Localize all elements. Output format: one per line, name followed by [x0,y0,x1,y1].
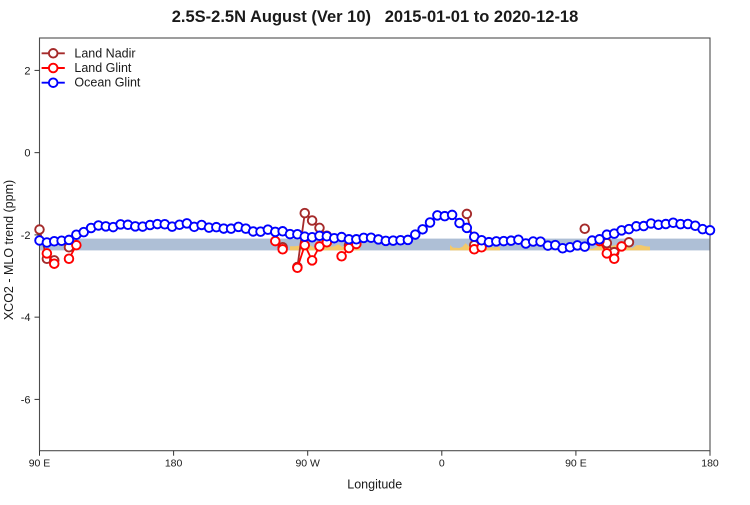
svg-text:180: 180 [701,458,719,470]
svg-text:0: 0 [24,148,30,160]
svg-text:90 E: 90 E [565,458,587,470]
svg-text:Longitude: Longitude [347,478,402,492]
svg-text:-2: -2 [21,230,31,242]
svg-text:Ocean Glint: Ocean Glint [74,76,141,90]
svg-text:2.5S-2.5N August (Ver 10) 20: 2.5S-2.5N August (Ver 10) 2015-01-01 to … [172,8,579,26]
svg-text:Land Glint: Land Glint [74,61,132,75]
svg-text:-6: -6 [21,394,31,406]
svg-text:-4: -4 [21,312,31,324]
svg-text:2: 2 [24,65,30,77]
svg-text:0: 0 [439,458,445,470]
svg-text:90 W: 90 W [295,458,320,470]
svg-text:180: 180 [165,458,183,470]
svg-text:90 E: 90 E [29,458,51,470]
svg-text:Land Nadir: Land Nadir [74,46,135,60]
svg-text:XCO2 - MLO trend (ppm): XCO2 - MLO trend (ppm) [2,180,16,320]
